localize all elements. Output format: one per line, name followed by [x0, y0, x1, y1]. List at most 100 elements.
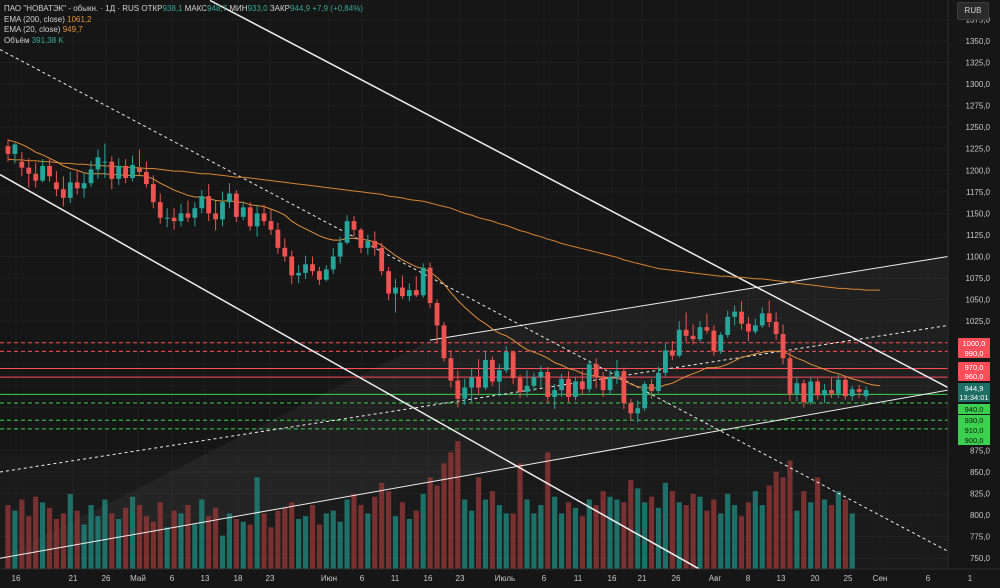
level-tag	[958, 435, 990, 445]
ema20-label: EMA (20, close)	[4, 25, 61, 34]
x-tick-label: 16	[12, 574, 21, 583]
volume-bar	[801, 491, 807, 569]
volume-bar	[821, 499, 828, 569]
volume-bar	[469, 510, 475, 569]
low-label: МИН	[229, 4, 248, 13]
volume-bar	[12, 510, 18, 569]
candle-body	[74, 182, 80, 189]
volume-bar	[600, 491, 606, 569]
candle-body	[469, 377, 475, 388]
volume-bar	[254, 477, 260, 569]
candle-body	[683, 329, 689, 336]
candle-body	[766, 313, 772, 323]
candle-body	[379, 247, 385, 272]
high-label: МАКС	[184, 4, 208, 13]
candle-body	[67, 182, 73, 198]
volume-bar	[420, 493, 426, 569]
candle-body	[81, 183, 87, 189]
candle-body	[663, 350, 668, 373]
candle-body	[171, 217, 177, 222]
candle-body	[787, 358, 793, 395]
volume-bar	[510, 513, 516, 569]
volume-bar	[150, 521, 156, 569]
candle-body	[164, 217, 170, 219]
volume-bar	[296, 518, 302, 569]
volume-bar	[752, 491, 758, 569]
x-tick-label: 16	[608, 574, 617, 583]
candle-body	[116, 165, 122, 179]
candle-body	[386, 271, 391, 294]
level-tag-label: 910,0	[965, 426, 984, 435]
candle-body	[192, 208, 198, 218]
candle-body	[372, 240, 378, 248]
candle-body	[829, 390, 834, 394]
legend-ema20-row[interactable]: EMA (20, close) 949,7	[4, 25, 363, 36]
candle-body	[676, 329, 682, 356]
legend-ema200-row[interactable]: EMA (200, close) 1061,2	[4, 15, 363, 26]
x-tick-label: 23	[266, 574, 275, 583]
volume-bar	[794, 510, 800, 569]
x-tick-label: 26	[102, 574, 111, 583]
candle-body	[545, 372, 551, 398]
volume-bar	[628, 480, 634, 569]
descending-midline	[0, 49, 949, 552]
candle-body	[60, 189, 66, 198]
candle-body	[573, 381, 578, 398]
currency-button[interactable]: RUB	[957, 2, 989, 20]
volume-bar	[648, 496, 655, 569]
candle-body	[538, 372, 544, 378]
volume-bar	[614, 499, 620, 569]
candle-body	[268, 221, 274, 230]
volume-bar	[738, 516, 745, 569]
candle-body	[123, 165, 129, 179]
volume-bar	[399, 502, 406, 569]
candle-body	[483, 359, 488, 388]
x-tick-label: 20	[811, 574, 820, 583]
candle-body	[296, 272, 302, 276]
candle-body	[406, 290, 412, 297]
volume-bar	[386, 491, 392, 569]
volume-bar	[213, 507, 219, 569]
candle-body	[33, 173, 39, 181]
candle-body	[26, 167, 32, 174]
candle-body	[365, 240, 371, 248]
candle-body	[199, 196, 205, 209]
volume-bar	[302, 516, 309, 569]
rising-channel-lower	[0, 389, 949, 559]
candle-body	[337, 242, 343, 257]
close-label: ЗАКР	[269, 4, 290, 13]
volume-bar	[60, 513, 66, 569]
candle-body	[697, 327, 703, 340]
candle-body	[240, 207, 246, 217]
volume-bar	[642, 502, 648, 569]
volume-bar	[766, 485, 772, 569]
volume-bar	[434, 485, 440, 569]
y-tick-label: 1250,0	[966, 123, 991, 132]
x-tick-label: Авг	[709, 574, 722, 583]
volume-bar	[116, 518, 122, 569]
volume-bar	[849, 513, 855, 569]
volume-bars	[5, 441, 855, 569]
volume-bar	[704, 510, 710, 569]
volume-bar	[427, 477, 433, 569]
y-tick-label: 1150,0	[966, 209, 990, 218]
volume-bar	[441, 463, 447, 569]
volume-bar	[330, 510, 336, 569]
level-tag	[958, 338, 990, 348]
y-tick-label: 1350,0	[966, 37, 991, 46]
volume-bar	[503, 513, 509, 569]
volume-bar	[26, 516, 32, 569]
y-tick-label: 1225,0	[966, 145, 991, 154]
change-value: +7,9 (+0,84%)	[312, 4, 363, 13]
level-tag-label: 960,0	[965, 372, 984, 381]
level-tag-label: 970,0	[965, 363, 984, 372]
high-value: 948,7	[207, 4, 228, 13]
volume-bar	[40, 502, 46, 569]
trend-lines	[0, 0, 949, 571]
x-tick-label: 18	[234, 574, 243, 583]
x-tick-label: Сен	[873, 574, 888, 583]
volume-bar	[711, 499, 717, 569]
legend-volume-row[interactable]: Объём 391,38 K	[4, 36, 363, 47]
